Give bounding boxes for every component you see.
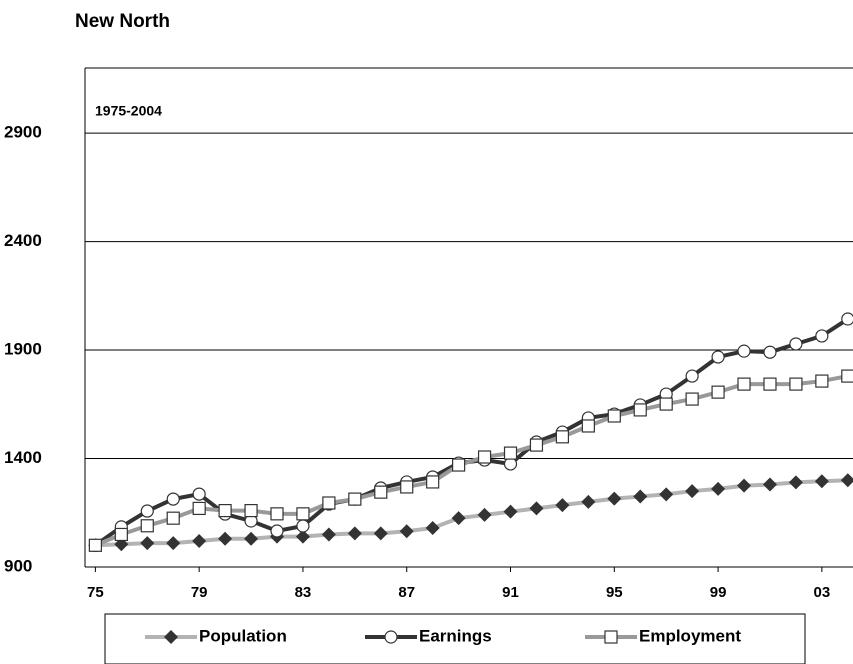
marker (814, 474, 829, 489)
marker (633, 489, 648, 504)
y-tick-label: 1900 (4, 340, 42, 359)
marker (192, 487, 206, 501)
marker (140, 519, 154, 533)
marker (762, 477, 777, 492)
marker (270, 507, 284, 521)
x-tick-label: 95 (606, 584, 623, 601)
marker (452, 458, 466, 472)
x-tick-label: 99 (710, 584, 727, 601)
marker (373, 526, 388, 541)
marker (295, 529, 310, 544)
x-tick-label: 83 (295, 584, 312, 601)
marker (607, 491, 622, 506)
x-tick-label: 91 (502, 584, 519, 601)
marker (140, 504, 154, 518)
marker (244, 531, 259, 546)
marker (555, 498, 570, 513)
marker (815, 329, 829, 343)
marker (426, 475, 440, 489)
marker (192, 501, 206, 516)
marker (841, 369, 853, 383)
marker (607, 409, 621, 423)
marker (477, 507, 492, 522)
marker (166, 492, 180, 506)
marker (322, 496, 336, 510)
marker (503, 504, 518, 519)
x-tick-label: 75 (87, 584, 104, 601)
legend-label: Employment (639, 626, 741, 645)
y-tick-label: 1400 (4, 448, 42, 467)
series-line (94, 317, 849, 547)
marker (192, 533, 207, 548)
marker (166, 511, 180, 525)
marker (244, 503, 258, 518)
marker (400, 480, 414, 494)
marker (841, 312, 853, 326)
marker (296, 519, 310, 533)
y-tick-label: 2400 (4, 231, 42, 250)
marker (685, 392, 699, 406)
y-tick-label: 2900 (4, 123, 42, 142)
marker (166, 536, 181, 551)
marker (711, 481, 726, 496)
marker (659, 487, 674, 502)
marker (581, 419, 595, 433)
marker (140, 536, 155, 551)
legend-label: Earnings (419, 626, 492, 645)
marker (633, 403, 647, 417)
marker (685, 369, 699, 383)
marker (737, 377, 751, 391)
marker (477, 450, 492, 464)
marker (270, 524, 284, 538)
marker (503, 446, 518, 460)
marker (555, 430, 570, 444)
marker (503, 457, 518, 471)
x-tick-label: 87 (398, 584, 415, 601)
legend-box (104, 613, 806, 664)
annotation: 1975-2004 (95, 103, 162, 119)
x-tick-label: 03 (814, 584, 831, 601)
marker (384, 630, 398, 644)
marker (374, 485, 388, 499)
marker (737, 478, 752, 493)
marker (529, 438, 544, 452)
marker (399, 524, 414, 539)
marker (711, 350, 725, 364)
marker (763, 345, 777, 359)
marker (659, 397, 673, 411)
marker (737, 344, 751, 358)
marker (347, 526, 362, 541)
marker (815, 374, 829, 388)
marker (451, 511, 466, 526)
chart-title: New North (75, 11, 170, 32)
y-tick-label: 900 (4, 556, 32, 575)
marker (788, 475, 803, 490)
marker (789, 337, 803, 351)
marker (425, 520, 440, 535)
marker (88, 538, 102, 552)
legend-label: Population (199, 626, 287, 645)
marker (321, 527, 336, 542)
marker (581, 494, 596, 509)
marker (296, 507, 310, 521)
marker (840, 473, 853, 488)
series-line (95, 478, 848, 548)
x-tick-label: 79 (191, 584, 208, 601)
marker (218, 531, 233, 546)
marker (711, 385, 725, 399)
marker (685, 484, 700, 499)
marker (114, 527, 128, 542)
series-line (94, 374, 849, 548)
marker (164, 630, 178, 644)
marker (604, 630, 618, 644)
marker (218, 503, 232, 518)
marker (348, 492, 362, 506)
marker (789, 377, 803, 391)
marker (763, 377, 777, 391)
marker (529, 501, 544, 516)
